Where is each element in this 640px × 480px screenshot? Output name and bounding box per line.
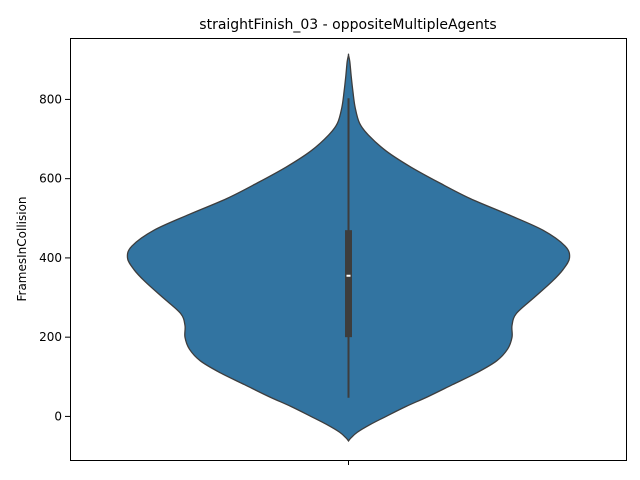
y-ticks: 0 200 400 600 800: [39, 92, 70, 423]
y-tick-label: 800: [39, 92, 62, 106]
y-tick-label: 200: [39, 330, 62, 344]
median-marker: [346, 274, 351, 277]
iqr-box: [345, 230, 352, 338]
y-axis-label: FramesInCollision: [15, 196, 29, 301]
y-tick-label: 400: [39, 251, 62, 265]
y-tick-label: 0: [54, 409, 62, 423]
chart-title: straightFinish_03 - oppositeMultipleAgen…: [199, 17, 496, 33]
y-tick-label: 600: [39, 172, 62, 186]
plot-area: [126, 53, 571, 443]
